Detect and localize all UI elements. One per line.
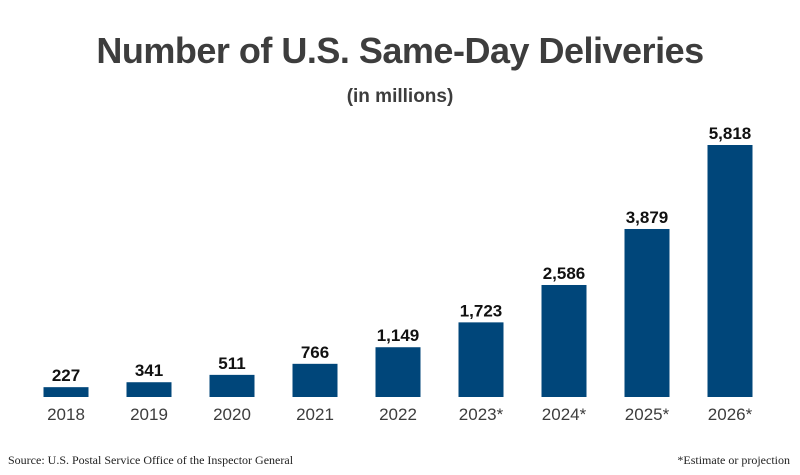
x-tick-label: 2018 (47, 405, 85, 424)
bar-2021 (292, 363, 338, 397)
bar-2019 (126, 382, 172, 397)
x-tick-label: 2026* (708, 405, 753, 424)
bar-2023 (458, 322, 504, 397)
x-tick-label: 2019 (130, 405, 168, 424)
bar-2024 (541, 284, 587, 397)
value-label: 5,818 (709, 124, 752, 143)
value-label: 1,149 (377, 326, 420, 345)
estimate-note: *Estimate or projection (677, 453, 790, 467)
bar-2022 (375, 347, 421, 397)
x-tick-label: 2020 (213, 405, 251, 424)
value-label: 3,879 (626, 208, 669, 227)
x-tick-label: 2022 (379, 405, 417, 424)
chart-title: Number of U.S. Same-Day Deliveries (96, 30, 704, 71)
bar-2020 (209, 374, 255, 397)
x-tick-label: 2023* (459, 405, 504, 424)
chart-subtitle: (in millions) (346, 86, 454, 107)
x-tick-label: 2021 (296, 405, 334, 424)
value-label: 1,723 (460, 301, 503, 320)
value-label: 766 (301, 343, 329, 362)
value-label: 341 (135, 361, 163, 380)
value-label: 2,586 (543, 264, 586, 283)
value-label: 511 (218, 354, 245, 373)
bar-2018 (43, 387, 89, 397)
bar-2026 (707, 145, 753, 397)
source-note: Source: U.S. Postal Service Office of th… (8, 453, 294, 467)
x-tick-label: 2025* (625, 405, 670, 424)
bar-2025 (624, 228, 670, 397)
value-label: 227 (52, 366, 80, 385)
x-tick-label: 2024* (542, 405, 587, 424)
